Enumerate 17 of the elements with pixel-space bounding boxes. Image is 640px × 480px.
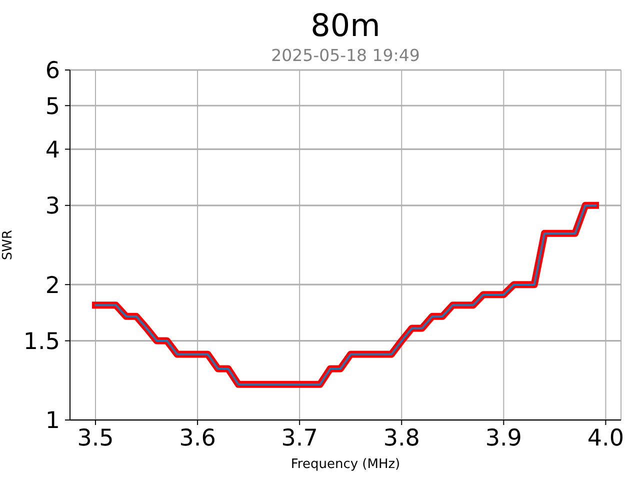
chart-subtitle: 2025-05-18 19:49 xyxy=(271,46,420,65)
x-tick-label: 3.8 xyxy=(383,425,420,452)
y-tick-label: 1 xyxy=(45,408,60,434)
y-tick-label: 1.5 xyxy=(23,328,60,355)
x-tick-label: 4.0 xyxy=(587,425,624,452)
x-tick-label: 3.6 xyxy=(179,425,216,452)
y-tick-label: 6 xyxy=(45,58,60,84)
x-axis-title: Frequency (MHz) xyxy=(290,457,400,472)
y-axis-title: SWR xyxy=(0,230,16,260)
y-tick-label: 5 xyxy=(45,94,60,120)
y-tick-label: 3 xyxy=(45,194,60,220)
chart-title: 80m xyxy=(310,8,380,44)
y-tick-label: 4 xyxy=(45,137,60,164)
y-tick-label: 2 xyxy=(45,272,60,299)
x-tick-label: 3.7 xyxy=(281,425,318,452)
x-tick-label: 3.5 xyxy=(77,425,114,452)
x-tick-label: 3.9 xyxy=(485,425,522,452)
